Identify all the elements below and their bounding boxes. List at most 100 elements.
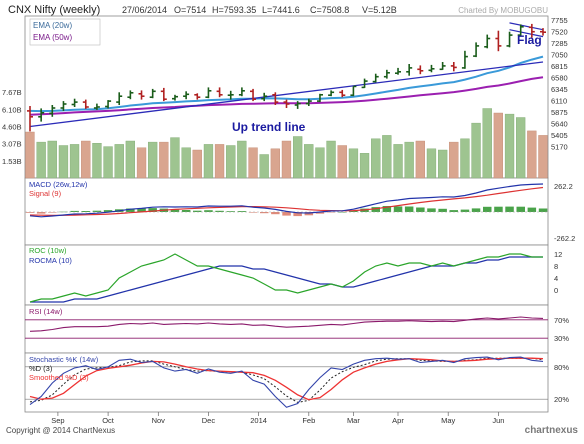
macd-histogram-bar (282, 212, 291, 216)
price-axis-label: 6345 (551, 85, 568, 94)
stoch-k-line (29, 356, 544, 408)
volume-axis-label: 1.53B (2, 157, 22, 166)
volume-bar (114, 144, 124, 179)
legend-stoch-d: %D (3) (29, 364, 53, 373)
header-low: L=7441.6 (262, 5, 300, 15)
volume-bar (81, 140, 91, 179)
volume-bar (92, 142, 102, 179)
volume-bar (248, 147, 258, 179)
volume-bar (147, 141, 158, 179)
macd-histogram-bar (449, 210, 458, 212)
volume-bar (482, 108, 492, 179)
macd-histogram-bar (382, 206, 392, 212)
price-axis-label: 7050 (551, 51, 568, 60)
flag-annotation: Flag (517, 33, 542, 47)
macd-histogram-bar (170, 209, 180, 212)
price-axis-label: 7755 (551, 16, 568, 25)
header-close: C=7508.8 (310, 5, 349, 15)
volume-axis-label: 4.60B (2, 122, 22, 131)
rsi-panel: 70% 30% (25, 316, 569, 343)
volume-bar (136, 147, 147, 179)
volume-bar (293, 136, 303, 179)
macd-histogram-bar (81, 211, 90, 212)
macd-histogram-bar (460, 209, 470, 212)
volume-bar (259, 154, 269, 179)
volume-bar (58, 145, 69, 179)
macd-histogram-bar (326, 212, 336, 213)
macd-line (29, 183, 544, 218)
macd-histogram-bar (181, 210, 191, 212)
macd-histogram-bar (371, 207, 380, 212)
volume-bar (359, 153, 370, 179)
volume-bar (47, 140, 57, 179)
stoch-axis-label: 80% (554, 363, 569, 372)
macd-histogram-bar (248, 212, 258, 213)
legend-roc: ROC (10w) (29, 246, 67, 255)
time-axis: Sep Oct Nov Dec 2014 Feb Mar Apr May Jun (51, 412, 504, 425)
roc-axis-label: 4 (554, 274, 558, 283)
macd-histogram-bar (404, 206, 414, 212)
x-axis-label: 2014 (250, 416, 267, 425)
macd-histogram-bar (471, 208, 481, 212)
macd-histogram-bar (103, 210, 113, 212)
macd-histogram-bar (293, 212, 302, 217)
macd-panel: 262.2 -262.2 (25, 182, 575, 243)
volume-bar (449, 141, 459, 179)
chart-title: CNX Nifty (weekly) (8, 4, 100, 16)
volume-bar (270, 148, 280, 179)
rsi-axis-label: 30% (554, 334, 569, 343)
volume-bar (426, 148, 437, 179)
roc-axis-label: 0 (554, 286, 558, 295)
roc-line (29, 253, 543, 303)
macd-axis-label: -262.2 (554, 234, 575, 243)
volume-bar (181, 147, 191, 179)
volume-bar (460, 138, 470, 179)
volume-bar (337, 145, 347, 179)
x-axis-label: Apr (392, 416, 404, 425)
price-axis-label: 5405 (551, 131, 568, 140)
macd-histogram-bar (349, 210, 358, 212)
volume-bar (516, 117, 526, 179)
macd-histogram-bar (516, 206, 525, 212)
legend-stoch-smoothed: Smoothed %D (3) (29, 373, 89, 382)
volume-bar (103, 146, 113, 179)
legend-stoch-k: Stochastic %K (14w) (29, 355, 99, 364)
x-axis-label: Sep (51, 416, 64, 425)
x-axis-label: Oct (102, 416, 115, 425)
uptrend-annotation: Up trend line (232, 120, 306, 134)
price-legend-box (29, 18, 101, 46)
brand-logo-text: chartnexus (525, 425, 579, 436)
volume-bar (493, 112, 503, 179)
macd-histogram-bar (148, 208, 157, 212)
ema20-line (29, 55, 544, 113)
flag-lower-line (509, 29, 544, 38)
rsi-axis-label: 70% (554, 316, 569, 325)
macd-histogram-bar (70, 210, 79, 212)
volume-bar (214, 144, 225, 179)
flag-upper-line (509, 22, 544, 31)
volume-bar (326, 140, 336, 179)
macd-histogram-bar (137, 208, 146, 212)
price-axis-label: 7520 (551, 28, 568, 37)
legend-rocma: ROCMA (10) (29, 256, 72, 265)
charted-by-label: Charted By MOBUGOBU (458, 6, 548, 15)
macd-axis-label: 262.2 (554, 182, 573, 191)
macd-histogram-bar (237, 211, 247, 212)
volume-bar (471, 122, 481, 179)
legend-signal: Signal (9) (29, 189, 62, 198)
volume-bar (159, 141, 169, 179)
rsi-line (29, 316, 544, 332)
macd-histogram-bar (427, 208, 436, 212)
macd-histogram-bar (193, 210, 202, 212)
macd-histogram-bar (416, 207, 425, 212)
macd-histogram-bar (505, 206, 514, 212)
macd-histogram-bar (25, 212, 35, 213)
volume-bar (504, 113, 515, 179)
macd-histogram-bar (538, 208, 548, 212)
roc-panel: 12 8 4 0 (29, 250, 562, 303)
x-axis-label: Mar (347, 416, 360, 425)
volume-bar (404, 141, 414, 179)
price-axis-label: 6110 (551, 97, 567, 106)
roc-axis-label: 8 (554, 262, 558, 271)
volume-bar (348, 148, 359, 179)
